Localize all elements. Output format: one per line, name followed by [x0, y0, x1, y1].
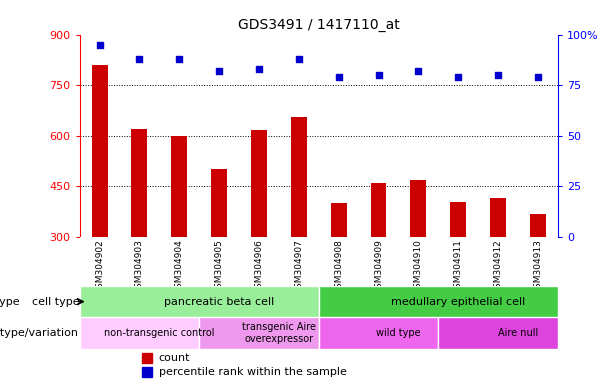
Bar [142, 353, 153, 363]
Point [134, 56, 145, 62]
Text: count: count [159, 353, 190, 363]
Text: GSM304903: GSM304903 [135, 239, 144, 294]
Text: GSM304910: GSM304910 [414, 239, 423, 294]
Bar [291, 117, 306, 237]
Bar [211, 169, 227, 237]
Text: wild type: wild type [376, 328, 421, 338]
Text: cell type: cell type [32, 296, 80, 306]
Point [413, 68, 423, 74]
Bar [92, 65, 108, 237]
Bar [438, 317, 558, 349]
Point [333, 74, 343, 80]
Bar [172, 136, 188, 237]
Point [175, 56, 185, 62]
Text: GSM304913: GSM304913 [533, 239, 543, 294]
Bar [251, 131, 267, 237]
Bar [411, 180, 427, 237]
Bar [319, 286, 558, 317]
Text: genotype/variation: genotype/variation [0, 328, 78, 338]
Text: GSM304906: GSM304906 [254, 239, 264, 294]
Point [254, 66, 264, 72]
Bar [80, 317, 199, 349]
Bar [450, 202, 466, 237]
Bar [131, 129, 148, 237]
Text: GSM304911: GSM304911 [454, 239, 463, 294]
Bar [331, 203, 347, 237]
Text: GSM304905: GSM304905 [215, 239, 224, 294]
Text: cell type: cell type [0, 296, 20, 306]
Point [294, 56, 304, 62]
Point [493, 72, 503, 78]
Bar [199, 317, 319, 349]
Text: GSM304904: GSM304904 [175, 239, 184, 294]
Point [373, 72, 384, 78]
Bar [370, 183, 386, 237]
Bar [80, 286, 319, 317]
Text: non-transgenic control: non-transgenic control [104, 328, 215, 338]
Point [215, 68, 224, 74]
Text: GSM304902: GSM304902 [95, 239, 104, 294]
Text: GSM304912: GSM304912 [493, 239, 503, 294]
Bar [319, 317, 438, 349]
Bar [142, 367, 153, 377]
Text: GSM304907: GSM304907 [294, 239, 303, 294]
Text: transgenic Aire
overexpressor: transgenic Aire overexpressor [242, 322, 316, 344]
Point [454, 74, 463, 80]
Text: medullary epithelial cell: medullary epithelial cell [391, 296, 525, 306]
Text: pancreatic beta cell: pancreatic beta cell [164, 296, 274, 306]
Bar [530, 214, 546, 237]
Text: percentile rank within the sample: percentile rank within the sample [159, 367, 346, 377]
Point [533, 74, 543, 80]
Title: GDS3491 / 1417110_at: GDS3491 / 1417110_at [238, 18, 400, 32]
Bar [490, 198, 506, 237]
Text: GSM304908: GSM304908 [334, 239, 343, 294]
Point [94, 41, 104, 48]
Text: GSM304909: GSM304909 [374, 239, 383, 294]
Text: Aire null: Aire null [498, 328, 538, 338]
